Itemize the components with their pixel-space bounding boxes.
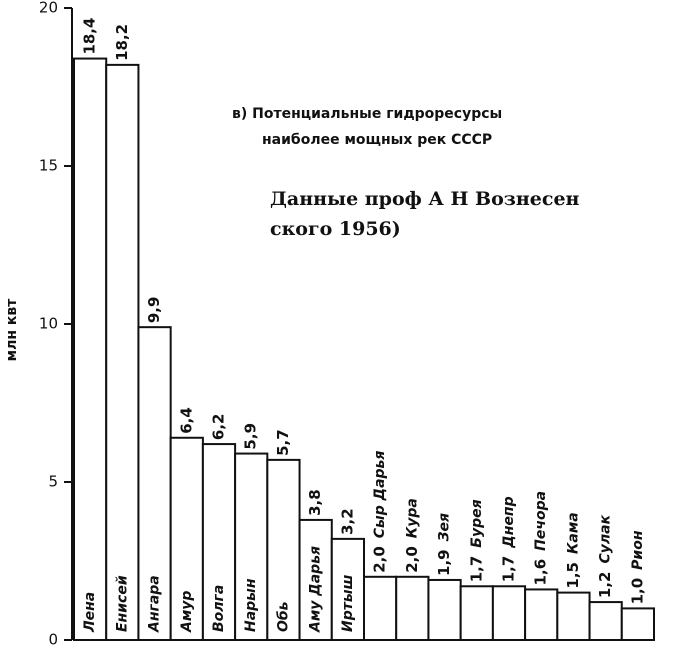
bar <box>73 57 108 642</box>
value-label: 6,2 <box>210 414 228 441</box>
chart-title: в) Потенциальные гидроресурсы <box>232 106 502 122</box>
value-label: 3,8 <box>306 489 324 516</box>
category-label: Печора <box>533 491 549 551</box>
y-axis-label: млн квт <box>4 298 20 362</box>
value-label: 3,2 <box>338 508 356 535</box>
value-label: 1,7 <box>467 556 485 583</box>
y-tick-label: 0 <box>48 631 58 649</box>
y-tick-label: 15 <box>39 157 58 175</box>
category-label: Днепр <box>501 496 517 548</box>
bar <box>363 575 398 641</box>
y-tick-label: 10 <box>39 315 58 333</box>
bar <box>620 607 655 642</box>
value-label: 2,0 <box>403 546 421 573</box>
chart-title: наиболее мощных рек СССР <box>262 132 492 148</box>
value-label: 1,6 <box>532 559 550 586</box>
bar <box>266 458 301 641</box>
category-label: Бурея <box>469 499 485 547</box>
category-label: Рион <box>630 530 646 570</box>
bar <box>556 591 591 641</box>
bar <box>330 537 365 642</box>
bar <box>395 575 430 641</box>
bar <box>491 585 527 642</box>
bar <box>298 518 333 641</box>
category-label: Кама <box>565 512 581 554</box>
value-label: 5,9 <box>242 423 260 450</box>
chart-subtitle: Данные проф А Н Вознесен <box>270 188 580 210</box>
category-label: Аму Дарья <box>308 546 324 633</box>
value-label: 18,4 <box>81 18 99 55</box>
value-label: 2,0 <box>371 546 389 573</box>
category-label: Амур <box>179 591 195 633</box>
y-tick-label: 5 <box>48 473 58 491</box>
category-label: Кура <box>404 498 420 538</box>
category-label: Лена <box>82 592 98 633</box>
y-tick-label: 20 <box>39 0 58 17</box>
bar <box>427 578 462 642</box>
category-label: Сулак <box>598 514 614 563</box>
value-label: 1,5 <box>564 562 582 589</box>
value-label: 5,7 <box>274 429 292 456</box>
value-label: 1,2 <box>596 572 614 599</box>
bar <box>524 588 559 642</box>
value-label: 9,9 <box>145 297 163 324</box>
bar <box>105 63 140 641</box>
bar <box>588 601 623 642</box>
value-label: 1,0 <box>628 578 646 605</box>
value-label: 18,2 <box>113 24 131 61</box>
category-label: Обь <box>275 601 291 632</box>
value-label: 1,9 <box>435 549 453 576</box>
bar <box>459 585 494 642</box>
category-label: Сыр Дарья <box>372 451 388 539</box>
category-label: Ангара <box>147 575 163 633</box>
category-label: Енисей <box>114 575 130 632</box>
bar <box>234 452 269 641</box>
bar <box>137 326 172 641</box>
category-label: Зея <box>437 513 453 541</box>
value-label: 6,4 <box>177 407 195 434</box>
chart-subtitle: ского 1956) <box>270 218 401 240</box>
category-label: Иртыш <box>340 574 356 632</box>
category-label: Волга <box>211 585 227 632</box>
category-label: Нарын <box>243 578 259 632</box>
value-label: 1,7 <box>500 556 518 583</box>
